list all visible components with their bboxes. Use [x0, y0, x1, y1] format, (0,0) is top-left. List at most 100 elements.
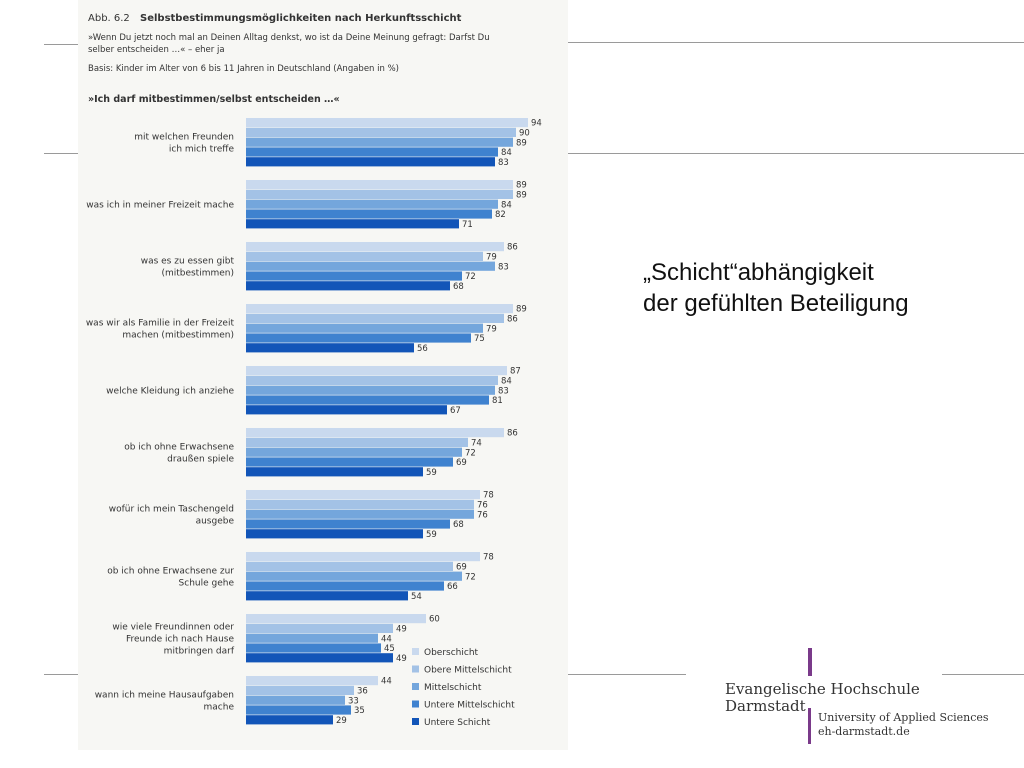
bar-value-label: 79	[486, 324, 497, 334]
bar	[246, 623, 393, 633]
legend-swatch	[412, 648, 419, 655]
logo-name-line-1: Evangelische Hochschule	[725, 680, 920, 698]
bar	[246, 591, 408, 601]
bar-value-label: 84	[501, 377, 512, 387]
bar	[246, 127, 516, 137]
category-label: Freunde ich nach Hause	[126, 635, 235, 645]
figure-chart-header: »Ich darf mitbestimmen/selbst entscheide…	[88, 94, 340, 105]
bar-value-label: 79	[486, 253, 497, 263]
bar-value-label: 68	[453, 282, 464, 292]
bar	[246, 467, 423, 477]
figure-basis: Basis: Kinder im Alter von 6 bis 11 Jahr…	[88, 64, 399, 74]
bar-value-label: 49	[396, 625, 407, 635]
category-label: welche Kleidung ich anziehe	[106, 387, 234, 397]
category-label: wofür ich mein Taschengeld	[109, 505, 234, 515]
bar-value-label: 69	[456, 563, 467, 573]
bar-value-label: 90	[519, 129, 530, 139]
category-label: wann ich meine Hausaufgaben	[95, 691, 234, 701]
bar	[246, 137, 513, 147]
category-label: (mitbestimmen)	[161, 269, 234, 279]
bar-value-label: 89	[516, 305, 527, 315]
category-label: was wir als Familie in der Freizeit	[86, 319, 235, 329]
bar-value-label: 72	[465, 272, 476, 282]
bar	[246, 552, 480, 562]
logo-accent-bar	[808, 648, 812, 676]
bar	[246, 304, 513, 314]
legend-swatch	[412, 665, 419, 673]
category-label: ausgebe	[196, 517, 235, 527]
bar	[246, 437, 468, 447]
category-label: ob ich ohne Erwachsene zur	[107, 567, 234, 577]
bar	[246, 490, 480, 500]
divider-line-bottom-right	[942, 674, 1024, 675]
bar	[246, 313, 504, 323]
bar-value-label: 66	[447, 582, 458, 592]
bar	[246, 676, 378, 686]
bar-value-label: 44	[381, 677, 392, 687]
bar	[246, 323, 483, 333]
bar-value-label: 71	[462, 220, 473, 230]
bar	[246, 199, 498, 209]
legend-label: Untere Mittelschicht	[424, 701, 515, 711]
legend-label: Oberschicht	[424, 648, 479, 658]
bar	[246, 366, 507, 376]
figure-question: »Wenn Du jetzt noch mal an Deinen Alltag…	[88, 33, 490, 55]
logo-name-line-2: Darmstadt	[725, 697, 806, 715]
divider-line-top-right	[566, 42, 1024, 43]
bar-value-label: 87	[510, 367, 521, 377]
bar-value-label: 78	[483, 491, 494, 501]
bar	[246, 375, 498, 385]
slide-title: „Schicht“abhängigkeit der gefühlten Bete…	[643, 257, 909, 319]
legend-label: Untere Schicht	[424, 718, 491, 728]
bar-value-label: 49	[396, 654, 407, 664]
bar-value-label: 86	[507, 315, 518, 325]
bar	[246, 157, 495, 167]
bar	[246, 251, 483, 261]
bar	[246, 695, 345, 705]
bar	[246, 118, 528, 128]
divider-line-bottom-left	[44, 674, 78, 675]
slide-title-line-2: der gefühlten Beteiligung	[643, 290, 909, 317]
legend-label: Mittelschicht	[424, 683, 482, 693]
bar-value-label: 83	[498, 386, 509, 396]
logo-tagline-block: University of Applied Sciences eh-darmst…	[818, 711, 989, 739]
category-label: machen (mitbestimmen)	[122, 331, 234, 341]
bar	[246, 333, 471, 343]
bar-value-label: 45	[384, 644, 395, 654]
bar	[246, 561, 453, 571]
divider-line-top-left	[44, 44, 78, 45]
divider-line-mid-left	[44, 153, 78, 154]
bar-value-label: 68	[453, 520, 464, 530]
bar	[246, 581, 444, 591]
category-label: draußen spiele	[167, 455, 234, 465]
bar	[246, 457, 453, 467]
bar-value-label: 89	[516, 191, 527, 201]
figure-label: Abb. 6.2	[88, 13, 130, 24]
bar	[246, 653, 393, 663]
bar-value-label: 67	[450, 406, 461, 416]
logo-url: eh-darmstadt.de	[818, 725, 910, 738]
bar-value-label: 59	[426, 468, 437, 478]
bar-value-label: 83	[498, 262, 509, 272]
legend-swatch	[412, 718, 419, 725]
bar-value-label: 78	[483, 553, 494, 563]
bar	[246, 147, 498, 157]
category-label: mache	[204, 703, 235, 713]
bar-value-label: 81	[492, 396, 503, 406]
bar	[246, 281, 450, 291]
bar	[246, 261, 495, 271]
bar-value-label: 76	[477, 501, 488, 511]
figure-title: Selbstbestimmungsmöglichkeiten nach Herk…	[140, 13, 462, 24]
bar	[246, 509, 474, 519]
bar-value-label: 89	[516, 138, 527, 148]
bar-value-label: 36	[357, 687, 368, 697]
bar-value-label: 76	[477, 510, 488, 520]
bar	[246, 499, 474, 509]
category-label: was es zu essen gibt	[141, 257, 235, 267]
bar-value-label: 89	[516, 181, 527, 191]
bar-value-label: 84	[501, 148, 512, 158]
bar	[246, 715, 333, 725]
category-label: was ich in meiner Freizeit mache	[86, 201, 234, 211]
bar	[246, 209, 492, 219]
bar	[246, 242, 504, 252]
